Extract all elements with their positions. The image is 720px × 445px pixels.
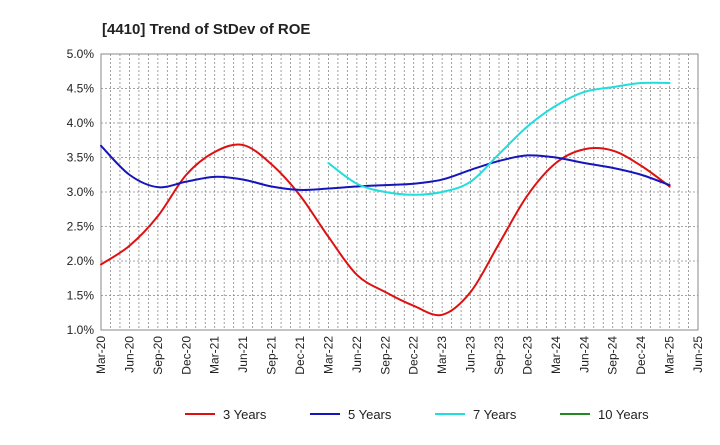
x-tick-label: Jun-20 [122, 336, 136, 373]
plot-border [100, 53, 699, 331]
x-tick-label: Mar-23 [435, 336, 449, 374]
y-tick-label: 4.5% [67, 82, 95, 96]
y-tick-label: 1.5% [67, 289, 95, 303]
x-tick-label: Mar-22 [321, 336, 335, 374]
grid-lines [100, 53, 699, 331]
x-tick-label: Mar-20 [94, 336, 108, 374]
axes: 1.0% 1.5% 2.0% 2.5% 3.0% 3.5% 4.0% 4.5% 5.0% Mar-… [67, 47, 705, 375]
y-tick-label: 5.0% [67, 47, 95, 61]
x-tick-label: Mar-24 [549, 336, 563, 374]
chart-title: [4410] Trend of StDev of ROE [102, 21, 310, 38]
y-tick-label: 3.5% [67, 151, 95, 165]
y-tick-label: 3.0% [67, 185, 95, 199]
x-tick-label: Sep-20 [151, 336, 165, 375]
x-tick-label: Jun-25 [691, 336, 705, 373]
x-tick-label: Dec-21 [293, 336, 307, 375]
x-tick-label: Mar-21 [208, 336, 222, 374]
series-line-7-years [327, 81, 671, 196]
x-tick-label: Sep-24 [606, 336, 620, 375]
x-tick-label: Dec-24 [634, 336, 648, 375]
x-tick-label: Dec-20 [179, 336, 193, 375]
x-tick-label: Jun-23 [464, 336, 478, 373]
x-tick-label: Jun-22 [350, 336, 364, 373]
legend-label-7-years: 7 Years [473, 407, 517, 422]
x-tick-label: Dec-23 [520, 336, 534, 375]
x-tick-label: Sep-23 [492, 336, 506, 375]
x-tick-label: Dec-22 [407, 336, 421, 375]
x-tick-label: Jun-21 [236, 336, 250, 373]
legend-label-5-years: 5 Years [348, 407, 392, 422]
y-tick-label: 4.0% [67, 116, 95, 130]
x-tick-label: Jun-24 [577, 336, 591, 373]
legend-label-10-years: 10 Years [598, 407, 649, 422]
legend-label-3-years: 3 Years [223, 407, 267, 422]
y-tick-label: 2.5% [67, 220, 95, 234]
y-tick-label: 1.0% [67, 323, 95, 337]
x-tick-label: Sep-21 [265, 336, 279, 375]
series-line-5-years [100, 144, 671, 191]
legend: 3 Years 5 Years 7 Years 10 Years [185, 407, 649, 422]
y-tick-label: 2.0% [67, 254, 95, 268]
series-lines [100, 81, 671, 317]
series-line-3-years [100, 143, 671, 317]
x-tick-label: Sep-22 [378, 336, 392, 375]
x-tick-label: Mar-25 [663, 336, 677, 374]
